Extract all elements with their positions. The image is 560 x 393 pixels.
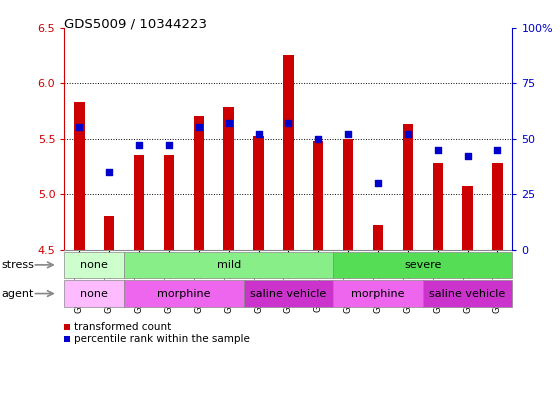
Text: agent: agent [1,288,34,299]
Bar [373,225,383,250]
Bar [492,163,503,250]
Bar [223,107,234,250]
Text: morphine: morphine [351,288,405,299]
Text: none: none [80,260,108,270]
Text: saline vehicle: saline vehicle [250,288,326,299]
Text: none: none [80,288,108,299]
Text: GDS5009 / 10344223: GDS5009 / 10344223 [64,18,207,31]
Bar [463,186,473,250]
Text: mild: mild [217,260,241,270]
Point [105,169,114,175]
Point [493,147,502,153]
Text: morphine: morphine [157,288,211,299]
Text: severe: severe [404,260,441,270]
Point [254,131,263,137]
Bar [253,136,264,250]
Point [433,147,442,153]
Point [75,124,84,130]
Bar [403,124,413,250]
Bar [164,155,174,250]
Point [224,120,233,126]
Text: transformed count: transformed count [74,322,172,332]
Bar [343,139,353,250]
Text: saline vehicle: saline vehicle [430,288,506,299]
Text: stress: stress [1,260,34,270]
Bar [313,141,324,250]
Bar [194,116,204,250]
Point [344,131,353,137]
Bar [283,55,293,250]
Text: percentile rank within the sample: percentile rank within the sample [74,334,250,344]
Bar [134,155,144,250]
Point [314,135,323,142]
Bar [104,216,114,250]
Point [165,142,174,148]
Point [403,131,412,137]
Point [194,124,203,130]
Point [374,180,382,186]
Bar [432,163,443,250]
Point [463,153,472,160]
Point [134,142,143,148]
Point [284,120,293,126]
Bar [74,102,85,250]
